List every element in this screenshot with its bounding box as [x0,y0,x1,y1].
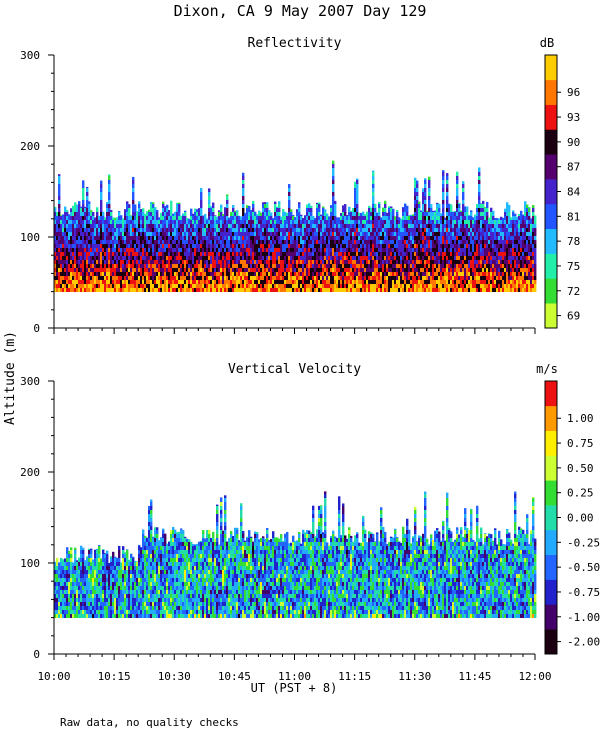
colorbar-label: 90 [567,136,580,149]
colorbar-label: 96 [567,86,580,99]
velocity-panel: Vertical Velocity 0 100 200 300 10:00 10:15 10:… [20,362,600,683]
colorbar: 69 72 75 78 81 84 87 90 93 96 dB [540,36,581,329]
colorbar-label: -0.50 [567,561,600,574]
colorbar-label: 87 [567,161,580,174]
y-tick-label: 100 [20,557,40,570]
colorbar-units: m/s [536,362,558,376]
colorbar-label: 0.75 [567,437,594,450]
x-tick-label: 10:30 [158,670,191,683]
y-tick-label: 0 [33,322,40,335]
x-tick-label: 10:15 [98,670,131,683]
colorbar-label: 72 [567,285,580,298]
footnote: Raw data, no quality checks [60,716,239,729]
colorbar-label: -2.00 [567,636,600,649]
colorbar-units: dB [540,36,554,50]
x-axis-label: UT (PST + 8) [251,681,338,695]
x-tick-label: 11:30 [398,670,431,683]
heatmap [54,160,537,292]
page-title: Dixon, CA 9 May 2007 Day 129 [174,2,427,20]
reflectivity-panel: Reflectivity 0 100 200 300 69 72 75 78 81 84 87 90 93… [20,36,580,335]
colorbar-label: 93 [567,111,580,124]
colorbar-label: 1.00 [567,412,594,425]
colorbar-label: -0.25 [567,536,600,549]
y-tick-label: 0 [33,648,40,661]
heatmap [54,491,537,618]
y-tick-label: 300 [20,375,40,388]
y-axis-label: Altitude (m) [3,331,18,425]
colorbar-label: 84 [567,186,581,199]
colorbar-label: 0.25 [567,487,594,500]
colorbar-label: 75 [567,260,580,273]
panel-title: Reflectivity [248,36,342,51]
x-tick-label: 11:00 [278,670,311,683]
colorbar-label: 78 [567,235,580,248]
colorbar-label: -0.75 [567,586,600,599]
y-tick-label: 300 [20,49,40,62]
x-tick-label: 11:15 [338,670,371,683]
x-tick-label: 10:00 [37,670,70,683]
colorbar-label: 0.50 [567,462,594,475]
y-tick-label: 200 [20,140,40,153]
colorbar-label: 69 [567,310,580,323]
panel-title: Vertical Velocity [228,362,361,377]
y-tick-label: 100 [20,231,40,244]
colorbar-label: 0.00 [567,512,594,525]
colorbar-label: 81 [567,210,580,223]
colorbar: -2.00 -1.00 -0.75 -0.50 -0.25 0.00 0.25 0.50 0.7… [536,362,600,655]
x-tick-label: 11:45 [458,670,491,683]
x-tick-label: 10:45 [218,670,251,683]
colorbar-label: -1.00 [567,611,600,624]
y-tick-label: 200 [20,466,40,479]
x-tick-label: 12:00 [518,670,551,683]
